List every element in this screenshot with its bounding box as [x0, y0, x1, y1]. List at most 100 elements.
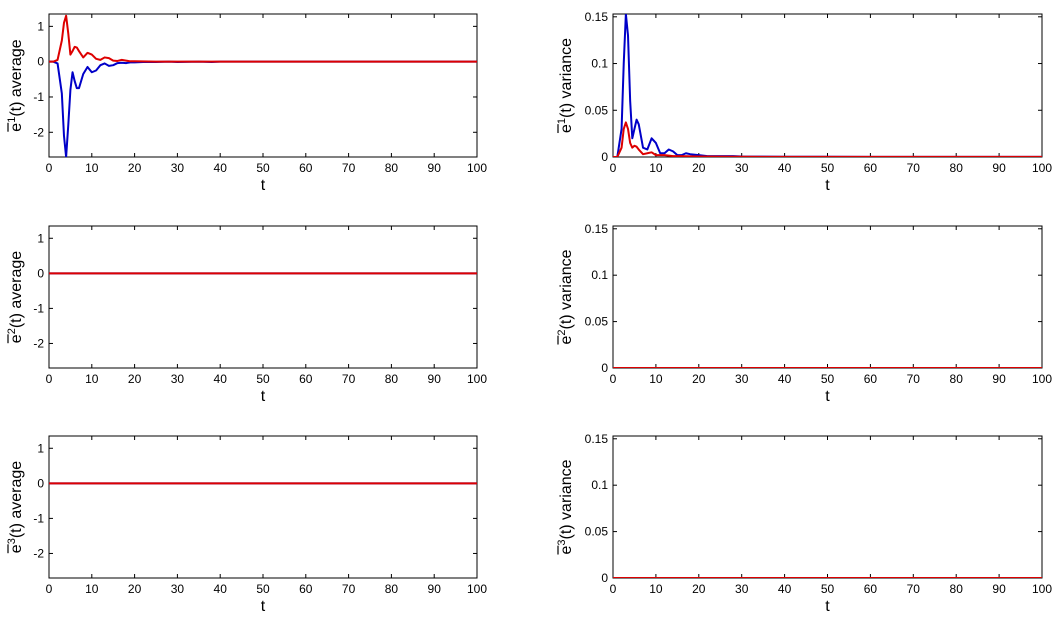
- y-label-superscript: 3: [6, 538, 18, 544]
- x-tick-label: 40: [214, 161, 228, 175]
- subplot-4: 0 10 20 30 40 50 60 70 80 90 100 0 0.05 0.1 0.15 t e2(t)…: [556, 222, 1052, 405]
- x-tick-label: 30: [735, 161, 749, 175]
- subplot-5: 0 10 20 30 40 50 60 70 80 90 100 -2 -1 0 1 t e3(t) avera…: [6, 435, 487, 615]
- x-tick-label: 30: [171, 372, 185, 386]
- x-tick-label: 20: [128, 372, 142, 386]
- y-label-text: (t) variance: [558, 249, 575, 329]
- x-tick-label: 30: [171, 161, 185, 175]
- x-tick-label: 100: [1032, 582, 1052, 596]
- x-tick-label: 70: [342, 582, 356, 596]
- x-tick-label: 20: [692, 372, 706, 386]
- y-label-text: (t) average: [8, 251, 25, 328]
- y-label-symbol: e: [8, 123, 25, 132]
- x-tick-label: 80: [950, 372, 964, 386]
- x-tick-label: 10: [649, 372, 663, 386]
- y-tick-label: 0.15: [585, 222, 609, 236]
- y-tick-label: 0: [37, 55, 44, 69]
- x-axis-label: t: [825, 598, 830, 615]
- y-tick-label: 0: [37, 266, 44, 280]
- y-tick-label: 0: [601, 361, 608, 375]
- x-tick-label: 20: [128, 161, 142, 175]
- plot-area: [612, 435, 1043, 579]
- x-tick-label: 90: [992, 372, 1006, 386]
- plot-area: [48, 225, 478, 369]
- y-tick-label: -2: [33, 125, 44, 139]
- y-tick-label: 0.1: [591, 268, 608, 282]
- y-label-superscript: 2: [6, 328, 18, 334]
- y-tick-label: -2: [33, 336, 44, 350]
- x-tick-label: 40: [778, 161, 792, 175]
- x-tick-label: 50: [256, 582, 270, 596]
- y-label-symbol: e: [8, 334, 25, 343]
- y-label-symbol: e: [558, 546, 575, 555]
- x-tick-label: 10: [85, 372, 99, 386]
- x-tick-label: 60: [864, 161, 878, 175]
- y-axis-label: e1(t) variance: [556, 38, 575, 134]
- svg-text:e1(t) variance: e1(t) variance: [556, 38, 575, 133]
- series-line-2: [613, 121, 1042, 157]
- x-axis-label: t: [261, 388, 266, 405]
- y-label-superscript: 3: [556, 540, 568, 546]
- svg-text:e3(t) variance: e3(t) variance: [556, 459, 575, 554]
- y-label-symbol: e: [558, 124, 575, 133]
- y-label-text: (t) variance: [558, 459, 575, 539]
- x-tick-label: 10: [85, 582, 99, 596]
- x-axis-label: t: [825, 177, 830, 194]
- x-tick-label: 20: [692, 582, 706, 596]
- x-tick-label: 50: [821, 161, 835, 175]
- x-tick-label: 0: [46, 372, 53, 386]
- x-tick-label: 100: [467, 582, 487, 596]
- y-tick-label: 1: [37, 441, 44, 455]
- x-tick-label: 90: [428, 372, 442, 386]
- x-tick-label: 90: [428, 582, 442, 596]
- y-tick-label: 0: [601, 150, 608, 164]
- y-tick-label: 0.05: [585, 103, 609, 117]
- x-tick-label: 10: [649, 582, 663, 596]
- series-line-2: [49, 14, 477, 63]
- y-axis-label: e3(t) variance: [556, 459, 575, 555]
- x-tick-label: 0: [610, 372, 617, 386]
- plot-area: [48, 435, 478, 579]
- y-tick-label: 0.1: [591, 57, 608, 71]
- y-tick-label: 1: [37, 231, 44, 245]
- svg-text:e1(t) average: e1(t) average: [6, 39, 25, 132]
- plot-area: [48, 13, 478, 158]
- x-tick-label: 10: [649, 161, 663, 175]
- x-tick-label: 70: [342, 372, 356, 386]
- svg-text:e2(t) average: e2(t) average: [6, 251, 25, 344]
- y-label-text: (t) variance: [558, 38, 575, 118]
- subplot-2: 0 10 20 30 40 50 60 70 80 90 100 0 0.05 0.1 0.15 t e1(t)…: [556, 10, 1052, 194]
- x-tick-label: 30: [735, 372, 749, 386]
- y-axis-label: e3(t) average: [6, 461, 25, 554]
- x-tick-label: 40: [214, 372, 228, 386]
- y-label-superscript: 1: [556, 118, 568, 124]
- y-tick-label: 0: [37, 476, 44, 490]
- y-tick-label: -1: [33, 301, 44, 315]
- x-tick-label: 60: [299, 582, 313, 596]
- x-tick-label: 90: [992, 582, 1006, 596]
- x-tick-label: 0: [610, 582, 617, 596]
- x-tick-label: 100: [1032, 372, 1052, 386]
- y-tick-label: -1: [33, 90, 44, 104]
- x-tick-label: 70: [907, 161, 921, 175]
- subplot-3: 0 10 20 30 40 50 60 70 80 90 100 -2 -1 0 1 t e2(t) avera…: [6, 225, 487, 405]
- x-tick-label: 80: [385, 161, 399, 175]
- x-axis-label: t: [261, 177, 266, 194]
- x-tick-label: 10: [85, 161, 99, 175]
- x-tick-label: 80: [385, 582, 399, 596]
- x-tick-label: 0: [46, 582, 53, 596]
- y-label-text: (t) average: [8, 39, 25, 116]
- x-tick-label: 70: [342, 161, 356, 175]
- x-tick-label: 20: [128, 582, 142, 596]
- y-label-superscript: 2: [556, 330, 568, 336]
- x-tick-label: 50: [821, 372, 835, 386]
- x-tick-label: 30: [735, 582, 749, 596]
- y-tick-label: -1: [33, 511, 44, 525]
- y-tick-label: 0.05: [585, 315, 609, 329]
- y-tick-label: -2: [33, 546, 44, 560]
- y-tick-label: 0.15: [585, 432, 609, 446]
- x-tick-label: 100: [1032, 161, 1052, 175]
- x-tick-label: 20: [692, 161, 706, 175]
